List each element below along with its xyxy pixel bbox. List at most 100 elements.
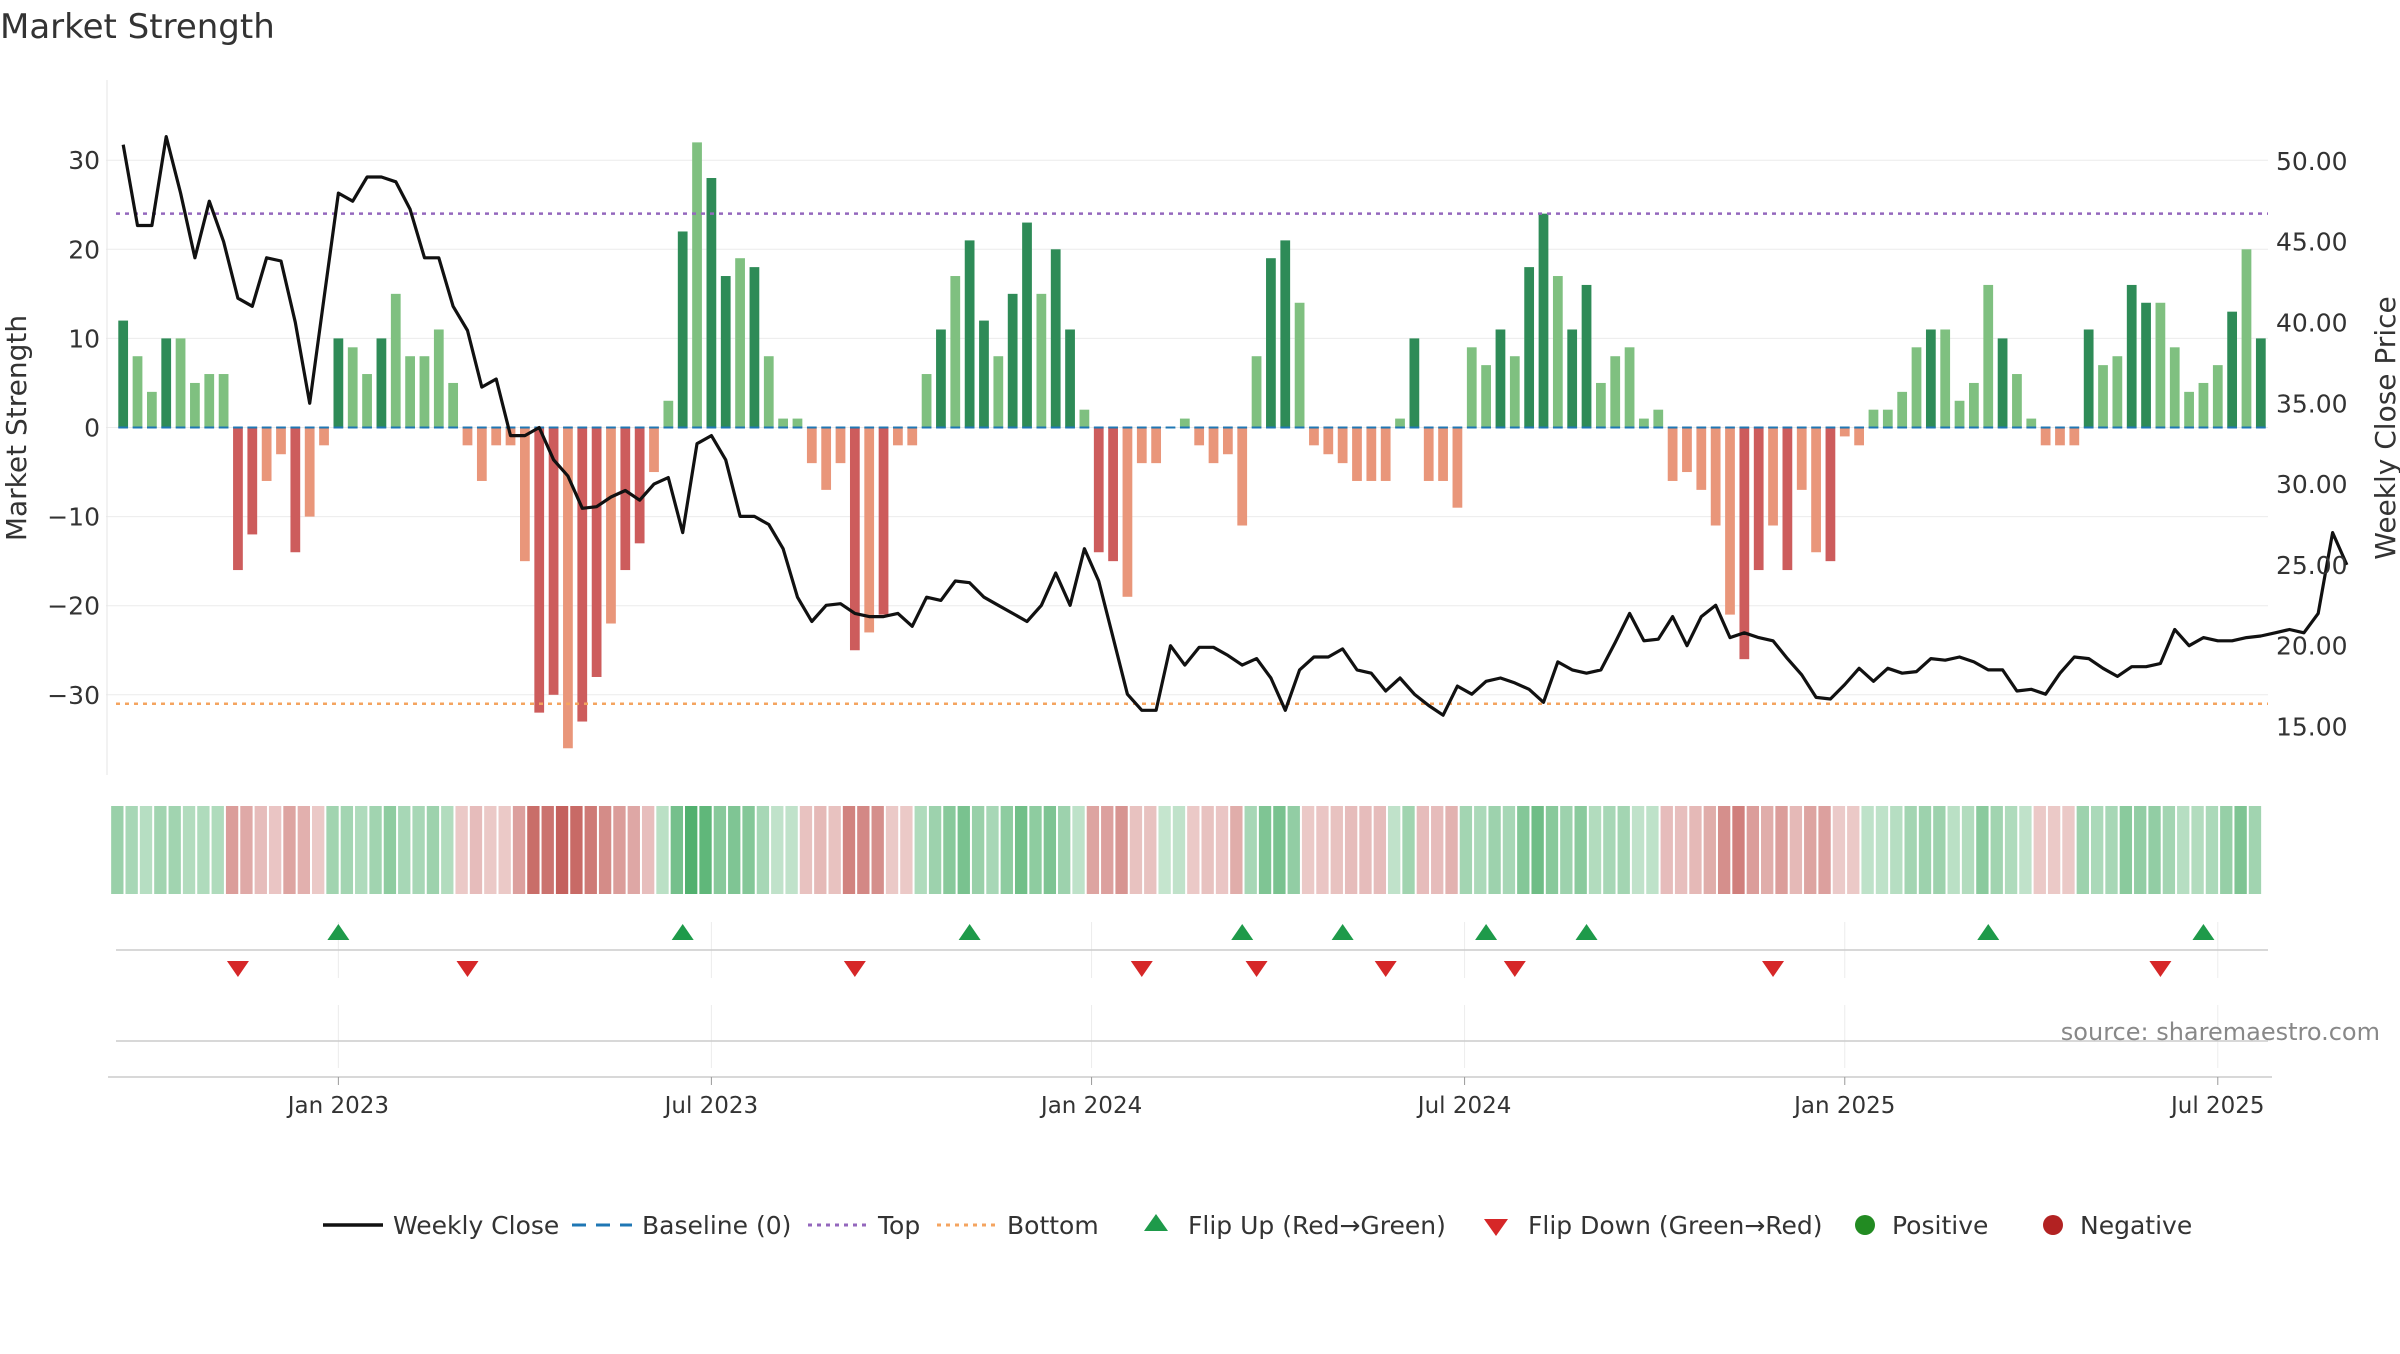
heat-cell [1502, 806, 1516, 894]
heat-cell [2148, 806, 2161, 894]
strength-bar [993, 356, 1004, 428]
strength-bar [735, 258, 745, 428]
strength-bar [1682, 427, 1692, 473]
heat-cell [1560, 806, 1573, 894]
grid [106, 159, 2268, 1068]
heat-cell [1416, 806, 1430, 894]
heat-cell [1488, 806, 1501, 894]
strength-bar [1065, 329, 1075, 428]
heat-cell [1804, 806, 1817, 894]
source-annotation: source: sharemaestro.com [2061, 1018, 2380, 1046]
strength-bar [204, 374, 215, 428]
chart-title: Market Strength [0, 7, 275, 47]
heat-cell [1818, 806, 1831, 894]
heat-cell [254, 806, 267, 894]
strength-bar [1882, 409, 1893, 428]
strength-bar [1725, 427, 1735, 615]
flip-up-marker [1331, 924, 1354, 940]
heat-cell [2105, 806, 2118, 894]
strength-bar [390, 293, 401, 428]
strength-bar [2255, 338, 2266, 428]
strength-bar [1653, 409, 1664, 428]
heat-cell [555, 806, 569, 894]
strength-bar [1179, 418, 1190, 428]
heat-cell [1918, 806, 1932, 894]
ytick-label-right: 35.00 [2276, 389, 2348, 418]
strength-bar [835, 427, 846, 464]
strength-bar [1667, 427, 1678, 481]
heat-cell [1660, 806, 1673, 894]
strength-bar [749, 267, 760, 428]
strength-bar [132, 356, 143, 428]
strength-bar [849, 427, 860, 651]
weekly-close-series [121, 135, 2349, 717]
strength-bar [1022, 222, 1032, 428]
legend-item: Negative [2043, 1211, 2192, 1240]
strength-bar [1825, 427, 1836, 562]
strength-bar [247, 427, 258, 535]
strength-bar [677, 231, 688, 428]
flip-down-marker [456, 961, 479, 977]
strength-bar [319, 427, 329, 446]
heat-cell [1703, 806, 1716, 894]
ylabel-right: Weekly Close Price [2369, 296, 2400, 559]
strength-bar [2155, 302, 2166, 428]
strength-bar [1552, 276, 1563, 428]
strength-bar [1624, 347, 1635, 428]
heat-cell [771, 806, 784, 894]
strength-bar [1108, 427, 1118, 562]
strength-bar [1380, 427, 1391, 481]
strength-bar [290, 427, 301, 553]
heat-cell [1129, 806, 1143, 894]
strength-bar [706, 178, 717, 428]
heat-cell [1904, 806, 1917, 894]
heat-cell [2033, 806, 2046, 894]
ytick-label-left: 0 [84, 414, 100, 443]
heat-cell [1775, 806, 1788, 894]
heat-cell [1344, 806, 1358, 894]
strength-bar [1050, 249, 1061, 428]
strength-bar [534, 427, 545, 713]
heat-cell [1043, 806, 1057, 894]
heat-cell [1201, 806, 1214, 894]
strength-bar [1237, 427, 1248, 526]
heat-cell [900, 806, 913, 894]
heat-cell [1574, 806, 1587, 894]
ytick-label-left: 20 [68, 235, 100, 264]
strength-bar [520, 427, 530, 562]
strength-bar [1610, 356, 1621, 428]
heat-cell [541, 806, 554, 894]
strength-bar [1696, 427, 1707, 490]
ytick-label-right: 20.00 [2276, 632, 2348, 661]
heat-cell [211, 806, 224, 894]
heat-cell [1273, 806, 1286, 894]
heat-cell [1086, 806, 1100, 894]
heat-cell [742, 806, 755, 894]
heat-cell [584, 806, 597, 894]
heat-cell [1330, 806, 1343, 894]
flip-up-marker [1475, 924, 1498, 940]
strength-bar [1007, 293, 1018, 428]
strength-bar [1352, 427, 1362, 481]
flip-up-marker [1575, 924, 1598, 940]
heat-cell [268, 806, 282, 894]
heat-cell [2248, 806, 2262, 894]
heat-cell [2019, 806, 2032, 894]
strength-bar [1395, 418, 1405, 428]
strength-bar [1036, 293, 1047, 428]
heat-cell [1215, 806, 1229, 894]
strength-bar [2212, 365, 2223, 428]
x-tick-label: Jan 2023 [286, 1093, 389, 1119]
heat-cell [326, 806, 339, 894]
strength-bar [907, 427, 918, 446]
ytick-label-right: 30.00 [2276, 470, 2348, 499]
strength-bar [577, 427, 588, 722]
heat-cell [1646, 806, 1659, 894]
strength-bar [1954, 400, 1965, 428]
heat-cell [986, 806, 999, 894]
strength-bar [347, 347, 358, 428]
heat-cell [1933, 806, 1946, 894]
heat-cell [1947, 806, 1960, 894]
ytick-label-left: 30 [68, 146, 100, 175]
